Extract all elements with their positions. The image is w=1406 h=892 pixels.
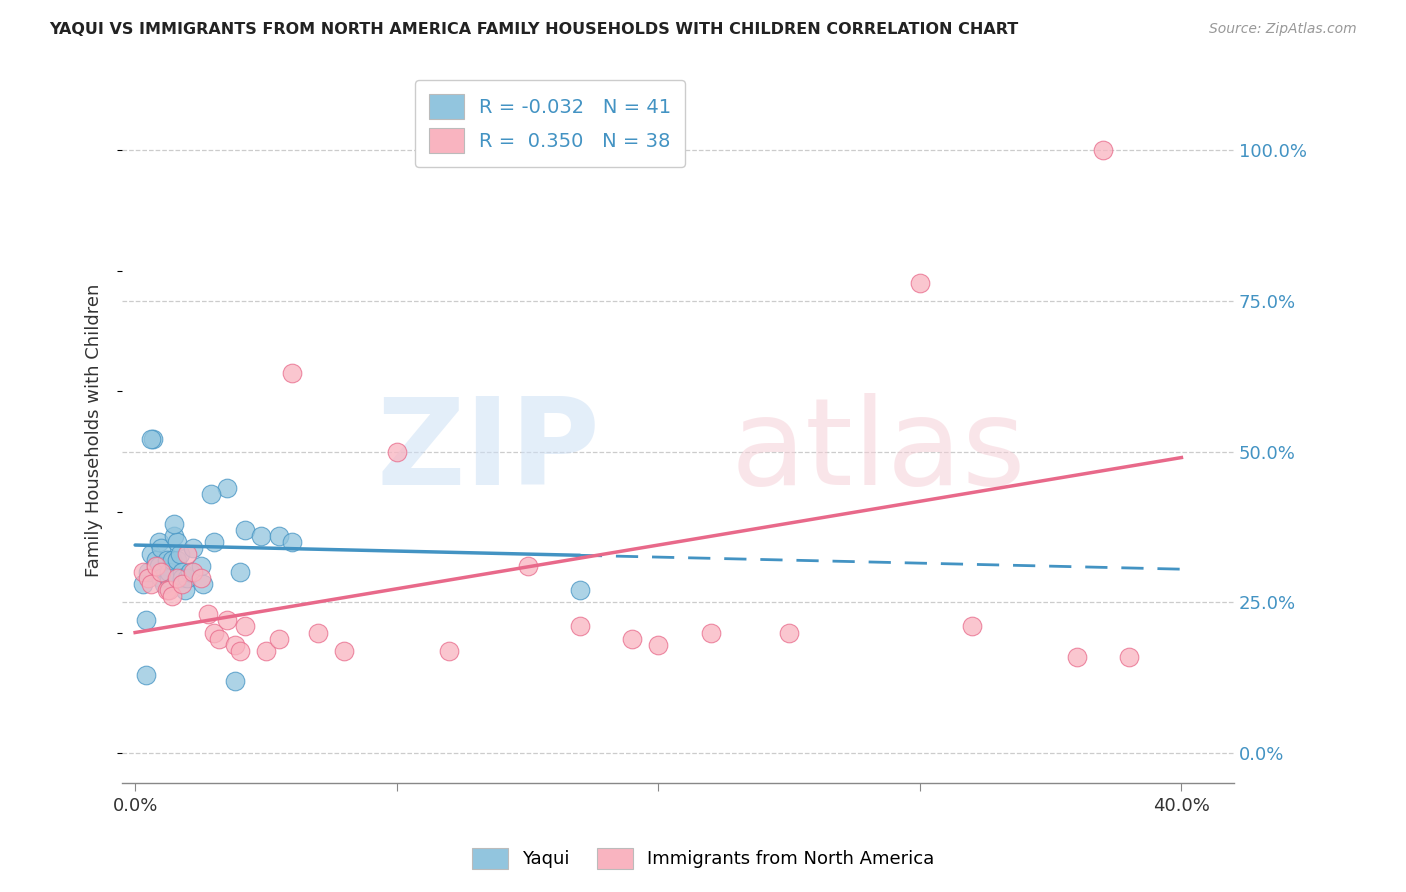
Text: atlas: atlas <box>730 393 1026 510</box>
Point <box>176 547 198 561</box>
Point <box>778 625 800 640</box>
Point <box>135 614 157 628</box>
Point <box>132 577 155 591</box>
Text: Source: ZipAtlas.com: Source: ZipAtlas.com <box>1209 22 1357 37</box>
Point <box>200 487 222 501</box>
Point <box>139 433 162 447</box>
Point <box>202 535 225 549</box>
Point <box>166 571 188 585</box>
Point <box>181 541 204 555</box>
Point <box>181 565 204 579</box>
Legend: Yaqui, Immigrants from North America: Yaqui, Immigrants from North America <box>464 840 942 876</box>
Point <box>647 638 669 652</box>
Point <box>208 632 231 646</box>
Point <box>1091 143 1114 157</box>
Point <box>160 590 183 604</box>
Point <box>224 638 246 652</box>
Point <box>229 565 252 579</box>
Point <box>202 625 225 640</box>
Point <box>699 625 721 640</box>
Point <box>1066 649 1088 664</box>
Point <box>148 535 170 549</box>
Point <box>621 632 644 646</box>
Point <box>190 559 212 574</box>
Point <box>139 577 162 591</box>
Point <box>155 553 177 567</box>
Point <box>172 571 194 585</box>
Text: ZIP: ZIP <box>377 393 600 510</box>
Point <box>190 571 212 585</box>
Point <box>132 565 155 579</box>
Point <box>157 583 180 598</box>
Point <box>197 607 219 622</box>
Point <box>150 541 173 555</box>
Point <box>155 583 177 598</box>
Point <box>172 565 194 579</box>
Point <box>233 523 256 537</box>
Point <box>160 553 183 567</box>
Point <box>153 577 176 591</box>
Point <box>150 571 173 585</box>
Point <box>191 577 214 591</box>
Point <box>139 547 162 561</box>
Point <box>150 565 173 579</box>
Point <box>908 276 931 290</box>
Point <box>163 516 186 531</box>
Point <box>215 614 238 628</box>
Point <box>169 547 191 561</box>
Point <box>173 583 195 598</box>
Point <box>516 559 538 574</box>
Point <box>229 643 252 657</box>
Point <box>145 559 167 574</box>
Point <box>233 619 256 633</box>
Point <box>215 481 238 495</box>
Point <box>281 535 304 549</box>
Point <box>136 571 159 585</box>
Text: YAQUI VS IMMIGRANTS FROM NORTH AMERICA FAMILY HOUSEHOLDS WITH CHILDREN CORRELATI: YAQUI VS IMMIGRANTS FROM NORTH AMERICA F… <box>49 22 1018 37</box>
Point <box>267 632 290 646</box>
Point <box>254 643 277 657</box>
Point <box>157 565 180 579</box>
Point <box>136 565 159 579</box>
Point <box>157 571 180 585</box>
Point <box>148 559 170 574</box>
Point <box>385 444 408 458</box>
Point <box>172 577 194 591</box>
Point <box>176 571 198 585</box>
Point <box>307 625 329 640</box>
Point <box>267 529 290 543</box>
Point <box>568 619 591 633</box>
Point <box>166 553 188 567</box>
Point <box>249 529 271 543</box>
Point <box>437 643 460 657</box>
Point <box>960 619 983 633</box>
Point <box>135 667 157 681</box>
Point <box>142 433 165 447</box>
Point <box>166 535 188 549</box>
Point <box>145 553 167 567</box>
Point <box>568 583 591 598</box>
Point <box>145 559 167 574</box>
Point <box>163 529 186 543</box>
Point <box>333 643 356 657</box>
Point <box>179 565 201 579</box>
Y-axis label: Family Households with Children: Family Households with Children <box>86 284 103 577</box>
Legend: R = -0.032   N = 41, R =  0.350   N = 38: R = -0.032 N = 41, R = 0.350 N = 38 <box>415 80 685 167</box>
Point <box>1118 649 1140 664</box>
Point <box>281 366 304 380</box>
Point <box>224 673 246 688</box>
